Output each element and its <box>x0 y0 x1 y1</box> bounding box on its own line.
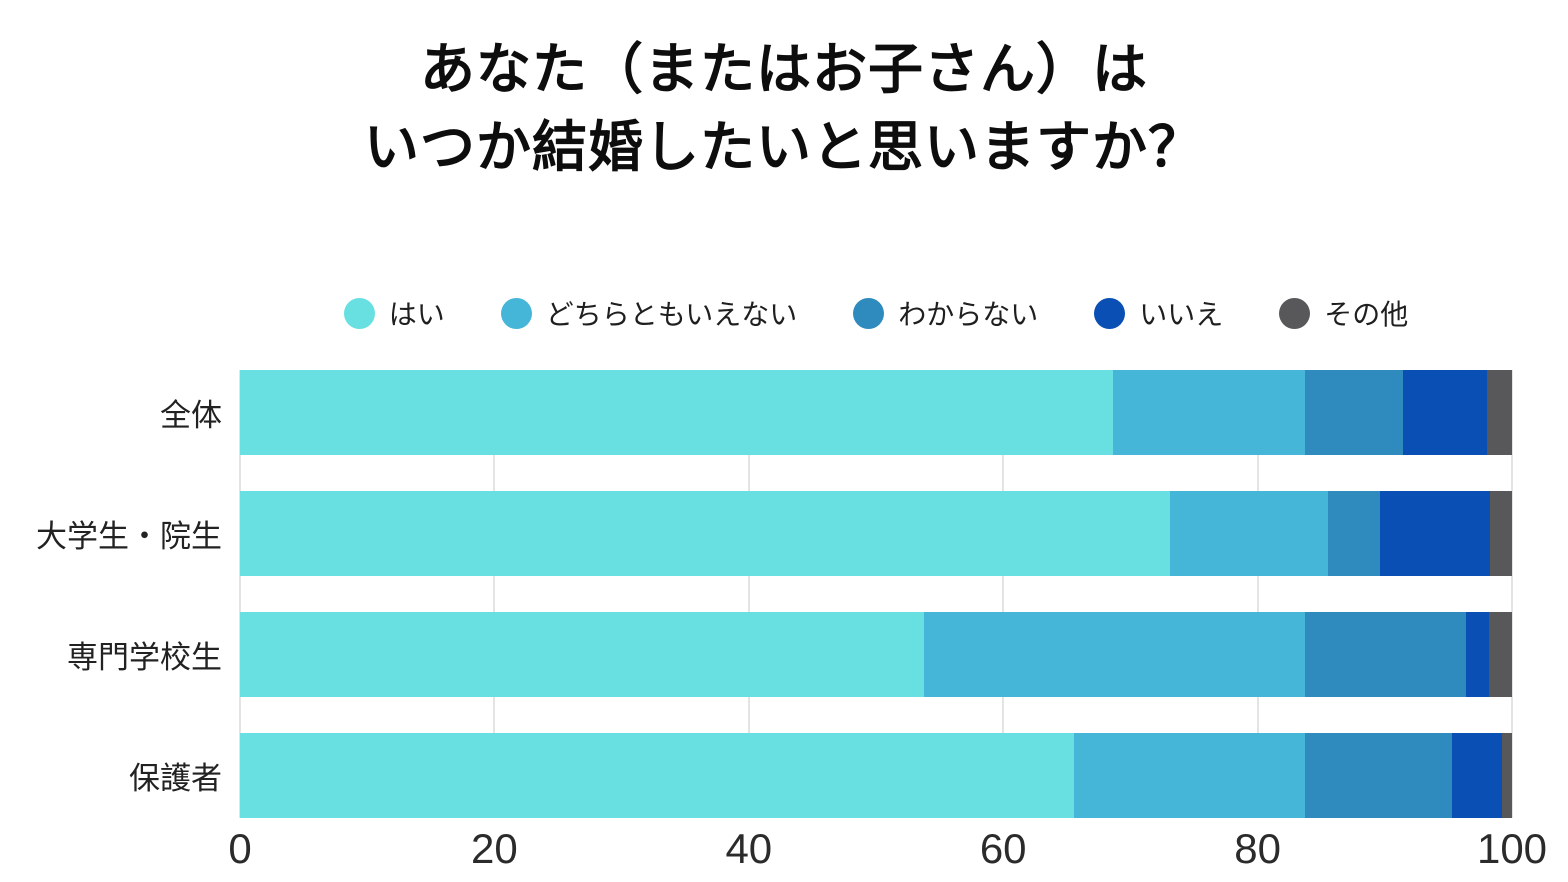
bar-segment <box>1486 370 1512 455</box>
bar-segment <box>1489 612 1512 697</box>
x-axis: 0 20 40 60 80 100 <box>228 824 1547 880</box>
bars-container <box>240 370 1512 818</box>
bar-segment <box>1304 370 1403 455</box>
title-line-2: いつか結婚したいと思いますか？ <box>363 116 1204 179</box>
gridline <box>1511 370 1513 818</box>
legend-item-label: どちらともいえない <box>545 299 798 330</box>
stacked-bar <box>240 612 1512 697</box>
legend-dot-icon <box>853 297 885 329</box>
stacked-bar-chart: 全体大学生・院生専門学校生保護者 <box>0 370 1568 818</box>
bar-segment <box>240 370 1113 455</box>
bar-segment <box>1379 491 1491 576</box>
legend-item-5: その他 <box>1279 293 1408 333</box>
bar-segment <box>1466 612 1490 697</box>
bar-segment <box>1402 370 1487 455</box>
stacked-bar <box>240 733 1512 818</box>
bar-segment <box>1490 491 1512 576</box>
bar-segment <box>1452 733 1502 818</box>
x-tick-label: 20 <box>471 825 518 872</box>
chart-legend: はい どちらともいえない わからない いいえ その他 <box>240 293 1512 333</box>
legend-dot-icon <box>343 297 375 329</box>
bar-segment <box>1327 491 1380 576</box>
category-label: 保護者 <box>129 761 222 796</box>
category-label: 専門学校生 <box>67 640 222 675</box>
title-line-1: あなた（またはお子さん）は <box>419 38 1148 100</box>
x-tick-label: 60 <box>979 825 1027 872</box>
plot-area <box>239 370 1513 818</box>
bar-segment <box>1112 370 1305 455</box>
legend-item-1: はい <box>343 293 445 333</box>
legend-item-2: どちらともいえない <box>500 293 798 333</box>
bar-segment <box>240 491 1170 576</box>
bar-segment <box>1304 612 1467 697</box>
category-axis: 全体大学生・院生専門学校生保護者 <box>0 370 222 818</box>
gridline <box>239 370 241 818</box>
stacked-bar <box>240 491 1512 576</box>
legend-dot-icon <box>500 297 532 329</box>
x-tick-label: 80 <box>1234 825 1281 872</box>
gridlines <box>239 370 1513 818</box>
gridline <box>493 370 495 818</box>
legend-item-label: はい <box>388 299 445 330</box>
bar-segment <box>924 612 1305 697</box>
page-title: あなた（またはお子さん）は いつか結婚したいと思いますか？ <box>0 30 1568 186</box>
legend-item-3: わからない <box>853 293 1038 333</box>
legend-dot-icon <box>1279 297 1311 329</box>
gridline <box>748 370 750 818</box>
legend-item-4: いいえ <box>1094 293 1223 333</box>
x-tick-label: 100 <box>1476 825 1548 872</box>
category-label: 大学生・院生 <box>36 519 222 554</box>
gridline <box>1002 370 1004 818</box>
legend-dot-icon <box>1094 297 1126 329</box>
legend-item-label: いいえ <box>1139 299 1224 330</box>
legend-item-label: わからない <box>898 299 1039 330</box>
bar-segment <box>240 733 1075 818</box>
bar-segment <box>1501 733 1512 818</box>
bar-segment <box>1169 491 1328 576</box>
bar-segment <box>1074 733 1305 818</box>
stacked-bar <box>240 370 1512 455</box>
gridline <box>1257 370 1259 818</box>
bar-segment <box>240 612 925 697</box>
legend-item-label: その他 <box>1324 299 1409 330</box>
bar-segment <box>1304 733 1453 818</box>
x-tick-label: 0 <box>228 825 252 872</box>
x-tick-label: 40 <box>725 825 773 872</box>
category-label: 全体 <box>160 398 222 433</box>
